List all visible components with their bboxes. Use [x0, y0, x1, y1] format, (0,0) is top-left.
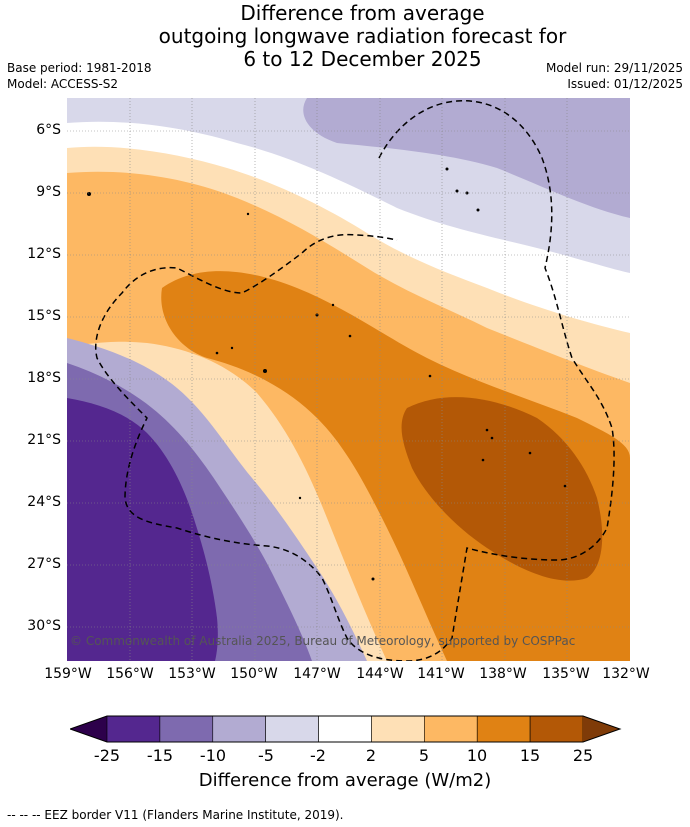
- colorbar-swatches: [106, 715, 584, 743]
- model-name: Model: ACCESS-S2: [7, 77, 119, 91]
- colorbar-tick: -25: [93, 746, 121, 765]
- map-svg: [67, 98, 630, 661]
- lon-label: 135°W: [542, 666, 590, 682]
- colorbar-swatch: [476, 715, 531, 743]
- colorbar-swatch: [106, 715, 161, 743]
- lat-label: 15°S: [27, 308, 61, 324]
- colorbar-tick: -10: [199, 746, 227, 765]
- lon-label: 147°W: [293, 666, 341, 682]
- colorbar-tick: 25: [572, 746, 594, 765]
- colorbar-swatch: [265, 715, 319, 743]
- title-line-2: outgoing longwave radiation forecast for: [158, 24, 567, 48]
- lon-label: 156°W: [106, 666, 154, 682]
- colorbar-swatch: [159, 715, 214, 743]
- lon-label: 159°W: [44, 666, 92, 682]
- contour-pos-15: [401, 397, 603, 581]
- lat-label: 18°S: [27, 370, 61, 386]
- lon-label: 132°W: [602, 666, 650, 682]
- gridlines: [67, 98, 630, 661]
- map-title: Difference from average outgoing longwav…: [0, 2, 690, 71]
- colorbar-over-triangle: [583, 716, 620, 742]
- colorbar-tick: 15: [519, 746, 541, 765]
- colorbar-swatch: [424, 715, 478, 743]
- colorbar-outline: [68, 715, 622, 743]
- lat-label: 12°S: [27, 246, 61, 262]
- colorbar: [68, 715, 622, 747]
- eez-border: [95, 100, 615, 661]
- colorbar-tick: -5: [258, 746, 274, 765]
- title-line-1: Difference from average: [240, 1, 485, 25]
- colorbar-label: Difference from average (W/m2): [198, 770, 492, 791]
- colorbar-under-triangle: [70, 716, 107, 742]
- eez-legend: -- -- -- EEZ border V11 (Flanders Marine…: [7, 808, 344, 822]
- lat-label: 6°S: [36, 122, 61, 138]
- contour-neg-5-top: [303, 98, 630, 218]
- colorbar-tick: 10: [466, 746, 488, 765]
- lat-label: 30°S: [27, 618, 61, 634]
- meta-left: Base period: 1981-2018 Model: ACCESS-S2: [7, 60, 152, 92]
- issued-date: Issued: 01/12/2025: [567, 77, 683, 91]
- colorbar-tick: -15: [146, 746, 174, 765]
- lat-label: 21°S: [27, 432, 61, 448]
- colorbar-tick: 2: [365, 746, 377, 765]
- lon-label: 138°W: [479, 666, 527, 682]
- base-period: Base period: 1981-2018: [7, 61, 152, 75]
- title-line-3: 6 to 12 December 2025: [243, 47, 482, 71]
- lon-label: 150°W: [230, 666, 278, 682]
- colorbar-swatch: [371, 715, 425, 743]
- contour-neg-15: [67, 398, 218, 661]
- model-run: Model run: 29/11/2025: [545, 61, 683, 75]
- copyright-notice: © Commonwealth of Australia 2025, Bureau…: [70, 634, 576, 648]
- lat-label: 27°S: [27, 556, 61, 572]
- lon-label: 153°W: [168, 666, 216, 682]
- colorbar-tick: -2: [310, 746, 326, 765]
- lon-label: 144°W: [356, 666, 404, 682]
- colorbar-tick: 5: [418, 746, 430, 765]
- lon-label: 141°W: [417, 666, 465, 682]
- colorbar-swatch: [529, 715, 584, 743]
- lat-label: 9°S: [36, 184, 61, 200]
- islands: [87, 167, 567, 581]
- colorbar-swatch: [318, 715, 372, 743]
- colorbar-svg: [68, 715, 622, 743]
- anomaly-map: [67, 98, 630, 661]
- lat-label: 24°S: [27, 494, 61, 510]
- colorbar-swatch: [212, 715, 266, 743]
- contour-pos-10: [161, 271, 630, 661]
- meta-right: Model run: 29/11/2025 Issued: 01/12/2025: [546, 60, 683, 92]
